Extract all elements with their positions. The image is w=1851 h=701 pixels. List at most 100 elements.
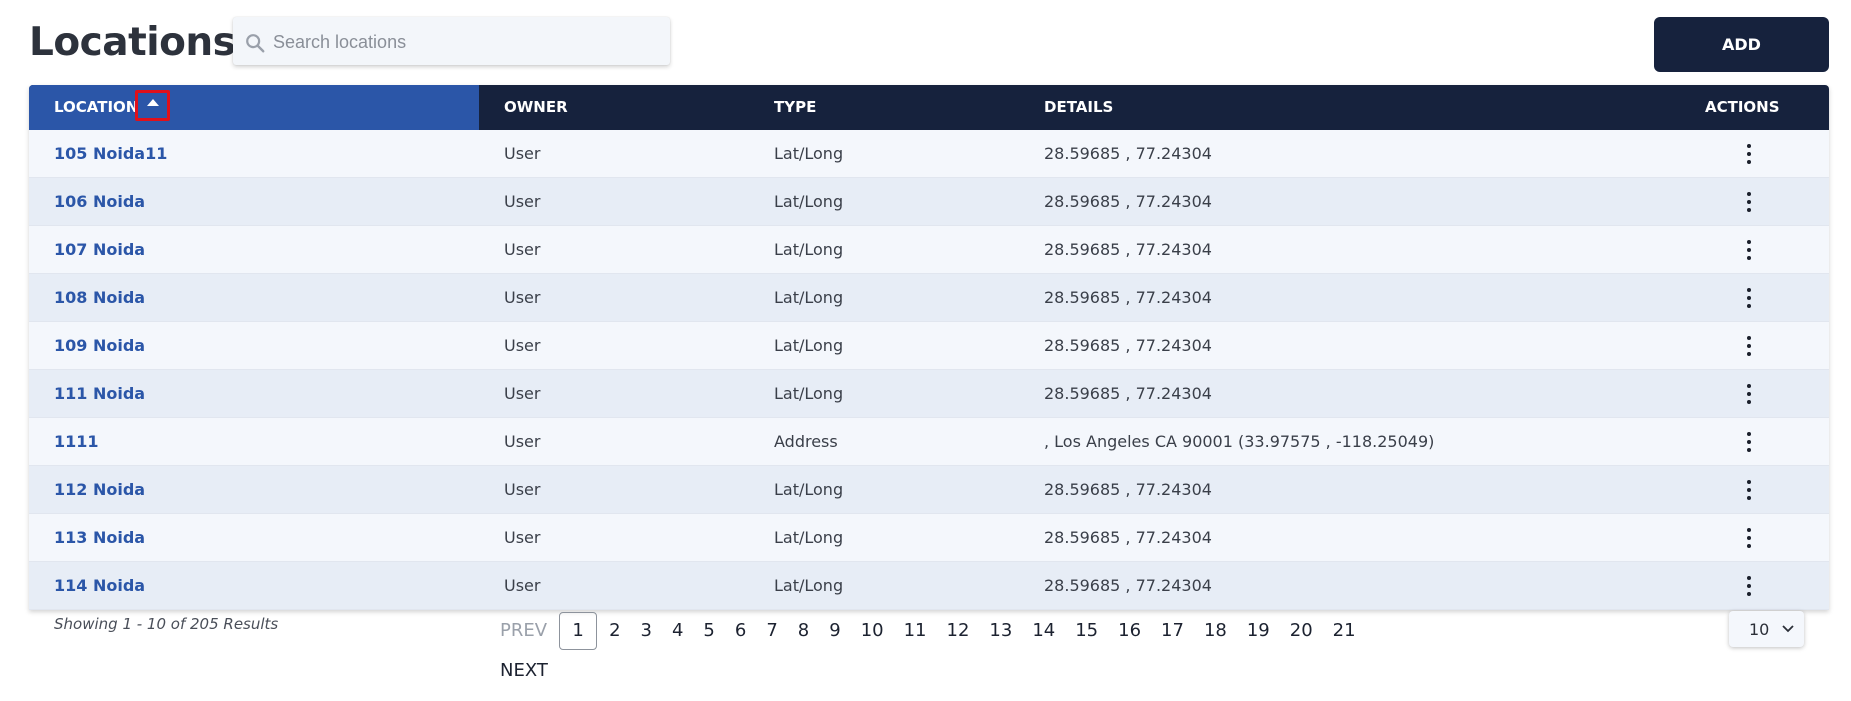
page-button[interactable]: 18 [1203,620,1227,641]
table-header: LOCATION OWNER TYPE DETAILS ACTIONS [29,85,1829,130]
page-button[interactable]: 3 [640,620,652,641]
location-link[interactable]: 106 Noida [54,192,146,211]
owner-cell: User [504,240,541,259]
search-box[interactable] [233,17,670,67]
details-cell: 28.59685 , 77.24304 [1044,336,1212,355]
owner-cell: User [504,384,541,403]
next-page-button[interactable]: NEXT [500,660,548,681]
location-link[interactable]: 107 Noida [54,240,146,259]
page-button[interactable]: 11 [903,620,927,641]
owner-cell: User [504,528,541,547]
page-button-current[interactable]: 1 [559,612,598,650]
table-row: 109 Noida User Lat/Long 28.59685 , 77.24… [29,322,1829,370]
type-cell: Lat/Long [774,240,844,259]
owner-cell: User [504,144,541,163]
table-row: 108 Noida User Lat/Long 28.59685 , 77.24… [29,274,1829,322]
page-button[interactable]: 5 [703,620,715,641]
more-vertical-icon[interactable] [1741,480,1757,500]
owner-cell: User [504,480,541,499]
type-cell: Lat/Long [774,528,844,547]
type-cell: Lat/Long [774,288,844,307]
table-row: 111 Noida User Lat/Long 28.59685 , 77.24… [29,370,1829,418]
more-vertical-icon[interactable] [1741,432,1757,452]
page-button[interactable]: 6 [734,620,747,641]
page-button[interactable]: 4 [671,620,684,641]
page-button[interactable]: 17 [1161,620,1184,641]
location-link[interactable]: 1111 [54,432,99,451]
page-button[interactable]: 15 [1075,620,1099,641]
results-summary: Showing 1 - 10 of 205 Results [54,615,279,633]
details-cell: 28.59685 , 77.24304 [1044,384,1212,403]
location-link[interactable]: 111 Noida [54,384,146,403]
location-link[interactable]: 114 Noida [54,576,146,595]
type-cell: Lat/Long [774,384,844,403]
table-row: 1111 User Address , Los Angeles CA 90001… [29,418,1829,466]
details-cell: 28.59685 , 77.24304 [1044,240,1212,259]
page-button[interactable]: 20 [1289,620,1313,641]
owner-cell: User [504,192,541,211]
column-header-location[interactable]: LOCATION [29,85,479,130]
owner-cell: User [504,288,541,307]
more-vertical-icon[interactable] [1741,528,1757,548]
type-cell: Address [774,432,838,451]
column-header-location-label: LOCATION [54,98,139,116]
details-cell: 28.59685 , 77.24304 [1044,480,1212,499]
type-cell: Lat/Long [774,480,844,499]
per-page-select[interactable]: 10 [1729,611,1804,647]
location-link[interactable]: 105 Noida11 [54,144,168,163]
table-row: 107 Noida User Lat/Long 28.59685 , 77.24… [29,226,1829,274]
per-page-value: 10 [1749,619,1770,639]
sort-toggle[interactable] [135,90,170,121]
more-vertical-icon[interactable] [1741,240,1757,260]
details-cell: 28.59685 , 77.24304 [1044,192,1212,211]
type-cell: Lat/Long [774,336,844,355]
table-row: 114 Noida User Lat/Long 28.59685 , 77.24… [29,562,1829,610]
location-link[interactable]: 108 Noida [54,288,146,307]
column-header-type: TYPE [774,98,817,116]
owner-cell: User [504,576,541,595]
page-button[interactable]: 13 [989,620,1013,641]
page-button[interactable]: 10 [860,620,884,641]
locations-table: LOCATION OWNER TYPE DETAILS ACTIONS 105 … [29,85,1829,610]
page-button[interactable]: 21 [1332,620,1356,641]
page-button[interactable]: 16 [1118,620,1142,641]
page-button[interactable]: 12 [946,620,970,641]
page-button[interactable]: 2 [609,620,621,641]
more-vertical-icon[interactable] [1741,288,1757,308]
location-link[interactable]: 109 Noida [54,336,146,355]
type-cell: Lat/Long [774,144,844,163]
search-icon [246,34,265,53]
more-vertical-icon[interactable] [1741,144,1757,164]
more-vertical-icon[interactable] [1741,384,1757,404]
table-row: 113 Noida User Lat/Long 28.59685 , 77.24… [29,514,1829,562]
pagination: PREV 1 2 3 4 5 6 7 8 9 10 11 12 13 14 15… [492,612,1372,690]
page-button[interactable]: 9 [829,620,841,641]
more-vertical-icon[interactable] [1741,336,1757,356]
page-button[interactable]: 7 [766,620,778,641]
more-vertical-icon[interactable] [1741,192,1757,212]
page-button[interactable]: 14 [1032,620,1056,641]
column-header-details: DETAILS [1044,98,1114,116]
search-input[interactable] [271,17,665,67]
location-link[interactable]: 113 Noida [54,528,146,547]
table-row: 105 Noida11 User Lat/Long 28.59685 , 77.… [29,130,1829,178]
owner-cell: User [504,432,541,451]
details-cell: , Los Angeles CA 90001 (33.97575 , -118.… [1044,432,1435,451]
details-cell: 28.59685 , 77.24304 [1044,144,1212,163]
more-vertical-icon[interactable] [1741,576,1757,596]
details-cell: 28.59685 , 77.24304 [1044,288,1212,307]
prev-page-button[interactable]: PREV [500,620,548,641]
page-button[interactable]: 19 [1246,620,1270,641]
chevron-down-icon [1782,625,1794,633]
column-header-actions: ACTIONS [1705,98,1780,116]
add-button[interactable]: ADD [1654,17,1829,72]
details-cell: 28.59685 , 77.24304 [1044,576,1212,595]
page-button[interactable]: 8 [797,620,810,641]
owner-cell: User [504,336,541,355]
table-row: 112 Noida User Lat/Long 28.59685 , 77.24… [29,466,1829,514]
details-cell: 28.59685 , 77.24304 [1044,528,1212,547]
page-title: Locations [29,20,236,65]
location-link[interactable]: 112 Noida [54,480,146,499]
type-cell: Lat/Long [774,192,844,211]
sort-ascending-icon [146,99,159,106]
